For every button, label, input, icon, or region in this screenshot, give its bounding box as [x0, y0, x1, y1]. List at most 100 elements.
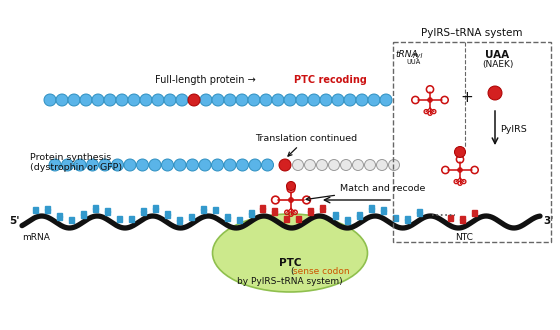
- Ellipse shape: [212, 214, 367, 292]
- Circle shape: [248, 94, 260, 106]
- Circle shape: [74, 159, 86, 171]
- Circle shape: [368, 94, 380, 106]
- Bar: [333, 215, 338, 219]
- Circle shape: [99, 159, 111, 171]
- Circle shape: [389, 159, 399, 171]
- Circle shape: [152, 94, 164, 106]
- Bar: [92, 205, 97, 209]
- Text: PyIRS: PyIRS: [500, 125, 527, 135]
- Bar: [344, 217, 349, 220]
- Circle shape: [329, 159, 339, 171]
- Bar: [380, 207, 385, 211]
- Circle shape: [272, 94, 284, 106]
- Circle shape: [455, 147, 465, 157]
- Bar: [68, 217, 73, 220]
- Text: Match and recode: Match and recode: [306, 184, 426, 201]
- Bar: [176, 220, 181, 223]
- Circle shape: [68, 94, 80, 106]
- Bar: [152, 208, 157, 212]
- Circle shape: [86, 159, 99, 171]
- Text: PTC recoding: PTC recoding: [294, 75, 367, 85]
- Text: Full-length protein →: Full-length protein →: [155, 75, 256, 85]
- Bar: [141, 208, 146, 212]
- Circle shape: [164, 94, 176, 106]
- Text: UUA: UUA: [406, 59, 420, 65]
- Bar: [152, 205, 157, 209]
- Bar: [320, 208, 324, 212]
- Bar: [116, 215, 122, 219]
- Bar: [236, 217, 241, 220]
- Circle shape: [137, 159, 148, 171]
- Bar: [189, 214, 194, 217]
- Circle shape: [356, 94, 368, 106]
- Circle shape: [80, 94, 92, 106]
- Bar: [200, 206, 206, 210]
- Bar: [225, 214, 230, 218]
- Circle shape: [292, 159, 304, 171]
- Bar: [259, 205, 264, 209]
- Text: by PyIRS–tRNA system): by PyIRS–tRNA system): [237, 277, 343, 286]
- Circle shape: [284, 94, 296, 106]
- Bar: [116, 218, 122, 222]
- Circle shape: [224, 159, 236, 171]
- Circle shape: [428, 98, 432, 102]
- Circle shape: [380, 94, 392, 106]
- Bar: [128, 219, 133, 222]
- Circle shape: [149, 159, 161, 171]
- Circle shape: [236, 94, 248, 106]
- Bar: [212, 210, 217, 213]
- Bar: [393, 215, 398, 218]
- Circle shape: [212, 94, 224, 106]
- Bar: [105, 208, 110, 212]
- Bar: [212, 207, 217, 210]
- Bar: [296, 218, 301, 222]
- Text: PTC: PTC: [279, 258, 301, 268]
- Text: tRNA: tRNA: [395, 50, 418, 59]
- Circle shape: [340, 159, 352, 171]
- Circle shape: [161, 159, 174, 171]
- Text: Translation continued: Translation continued: [255, 134, 357, 156]
- Bar: [320, 205, 324, 209]
- Text: (NAEK): (NAEK): [482, 60, 514, 69]
- Bar: [128, 216, 133, 219]
- Bar: [57, 216, 62, 220]
- Bar: [460, 216, 464, 220]
- Bar: [283, 219, 288, 222]
- Circle shape: [111, 159, 124, 171]
- Bar: [44, 206, 49, 210]
- Bar: [333, 212, 338, 216]
- Bar: [189, 216, 194, 220]
- Circle shape: [140, 94, 152, 106]
- Bar: [92, 208, 97, 212]
- Circle shape: [44, 94, 56, 106]
- Text: PyIRS–tRNA system: PyIRS–tRNA system: [421, 28, 522, 38]
- Circle shape: [236, 159, 249, 171]
- Bar: [296, 215, 301, 219]
- Circle shape: [352, 159, 363, 171]
- Text: Pyl: Pyl: [413, 53, 423, 59]
- Circle shape: [212, 159, 223, 171]
- Circle shape: [288, 197, 293, 203]
- Bar: [393, 42, 551, 242]
- Circle shape: [332, 94, 344, 106]
- Circle shape: [249, 159, 261, 171]
- Circle shape: [92, 94, 104, 106]
- Circle shape: [124, 159, 136, 171]
- Text: 3': 3': [543, 216, 553, 226]
- Circle shape: [200, 94, 212, 106]
- Bar: [44, 209, 49, 213]
- Bar: [404, 219, 409, 223]
- Bar: [307, 211, 312, 215]
- Circle shape: [176, 94, 188, 106]
- Circle shape: [279, 159, 291, 171]
- Circle shape: [320, 94, 332, 106]
- Bar: [272, 208, 277, 212]
- Circle shape: [376, 159, 388, 171]
- Bar: [32, 207, 38, 210]
- Bar: [200, 209, 206, 213]
- Bar: [141, 211, 146, 215]
- Text: sense codon: sense codon: [293, 267, 349, 276]
- Bar: [357, 215, 362, 219]
- Circle shape: [116, 94, 128, 106]
- Bar: [249, 213, 254, 217]
